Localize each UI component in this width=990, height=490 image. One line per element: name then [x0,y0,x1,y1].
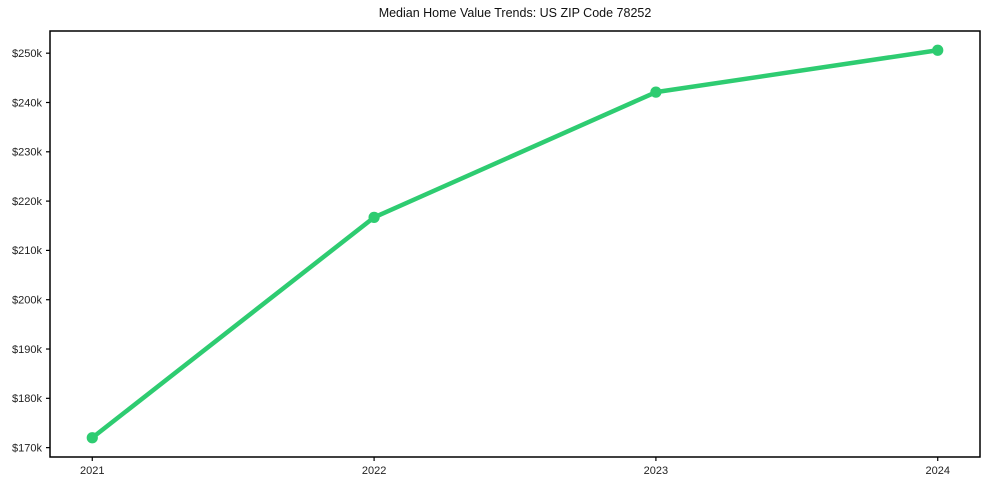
y-tick-label: $180k [12,393,42,405]
y-tick-label: $200k [12,295,42,307]
trend-line [90,47,940,441]
y-tick-label: $190k [12,344,42,356]
data-point-2021 [86,432,98,444]
y-tick-label: $170k [12,442,42,454]
y-tick-label: $240k [12,97,42,109]
x-tick-label: 2023 [644,465,668,477]
plot-border [49,30,981,458]
data-point-2022 [368,211,380,223]
y-tick-label: $220k [12,196,42,208]
data-point-2024 [932,44,944,56]
data-point-2023 [650,86,662,98]
y-tick-label: $230k [12,147,42,159]
y-tick-label: $250k [12,48,42,60]
x-tick-label: 2024 [925,465,949,477]
chart-title: Median Home Value Trends: US ZIP Code 78… [378,6,652,20]
x-tick-label: 2021 [80,465,104,477]
y-tick-label: $210k [12,245,42,257]
x-tick-label: 2022 [362,465,386,477]
